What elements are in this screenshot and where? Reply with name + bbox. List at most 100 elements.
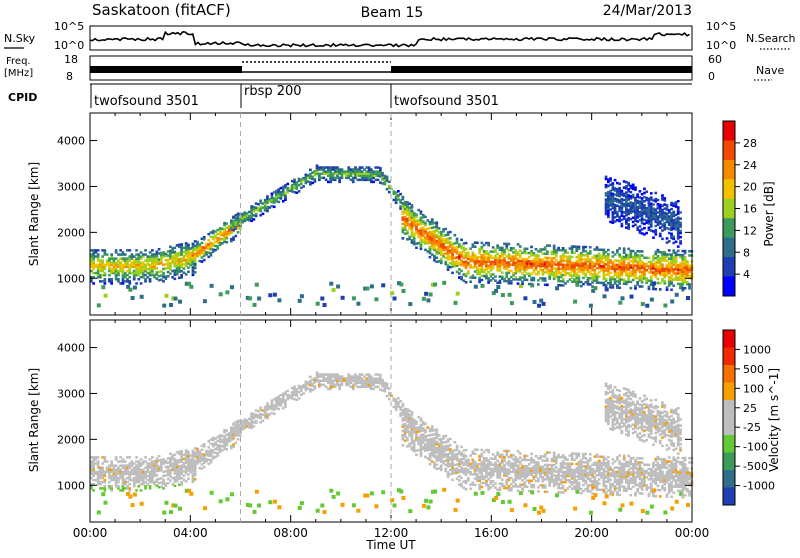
velocity-cell: [494, 496, 498, 500]
velocity-cell: [359, 373, 362, 376]
velocity-cell: [185, 449, 188, 452]
power-cell: [165, 267, 168, 270]
velocity-cell: [508, 477, 511, 480]
velocity-cell: [514, 456, 517, 459]
power-cell: [420, 227, 423, 230]
velocity-cell: [496, 464, 499, 467]
velocity-cell: [361, 377, 364, 380]
power-cell: [598, 275, 601, 278]
velocity-cell: [237, 423, 240, 426]
velocity-cell: [481, 482, 484, 485]
power-cell: [555, 259, 558, 262]
power-cell: [153, 274, 156, 277]
velocity-cell: [323, 510, 327, 514]
power-cell: [158, 248, 161, 251]
velocity-cell: [185, 480, 188, 483]
power-cell: [663, 197, 666, 200]
power-cell: [630, 201, 633, 204]
velocity-cell: [126, 485, 129, 488]
power-cell: [519, 276, 522, 279]
velocity-cell: [228, 432, 231, 435]
velocity-cell: [221, 439, 224, 442]
power-cell: [621, 198, 624, 201]
power-cell: [460, 276, 463, 279]
power-cell: [149, 255, 152, 257]
power-cell: [503, 249, 506, 252]
power-cell: [632, 279, 635, 282]
power-cell: [126, 249, 129, 252]
velocity-cell: [492, 480, 495, 483]
power-cell: [508, 243, 511, 246]
velocity-cell: [101, 466, 104, 469]
velocity-cell: [201, 453, 204, 456]
power-cell: [429, 293, 433, 297]
power-cell: [255, 202, 258, 205]
velocity-cell: [255, 420, 258, 423]
velocity-cell: [481, 453, 484, 456]
velocity-cell: [415, 454, 418, 457]
power-cell: [408, 236, 411, 239]
power-cell: [542, 248, 545, 251]
power-cell: [135, 282, 138, 285]
velocity-cell: [397, 401, 400, 404]
velocity-cell: [117, 485, 120, 488]
power-cell: [544, 277, 547, 280]
power-cell: [503, 278, 506, 281]
power-cell: [374, 179, 377, 182]
velocity-cell: [97, 510, 101, 514]
power-cell: [456, 246, 459, 249]
velocity-cell: [435, 468, 438, 471]
power-cell: [523, 248, 526, 251]
power-cell: [460, 270, 463, 273]
power-cell: [618, 253, 621, 256]
power-cell: [444, 261, 447, 264]
power-cell: [397, 194, 400, 197]
freq-label-line2: [MHz]: [4, 68, 33, 79]
velocity-cell: [268, 413, 271, 416]
velocity-cell: [429, 500, 433, 504]
power-cell: [630, 264, 633, 267]
velocity-cell: [442, 488, 446, 492]
power-cell: [178, 277, 181, 280]
velocity-cell: [207, 446, 210, 449]
velocity-cell: [180, 465, 183, 468]
power-cell: [652, 263, 655, 266]
velocity-cell: [429, 434, 432, 437]
velocity-cell: [194, 460, 197, 463]
power-cell: [444, 228, 447, 231]
velocity-cell: [189, 492, 193, 496]
velocity-cell: [133, 493, 137, 497]
velocity-cell: [212, 437, 215, 440]
power-cell: [402, 223, 405, 226]
velocity-cell: [514, 469, 517, 472]
power-cell: [440, 258, 443, 261]
power-cell: [533, 252, 536, 255]
power-cell: [632, 225, 635, 228]
velocity-cell: [169, 510, 173, 514]
velocity-cell: [165, 470, 168, 473]
power-cell: [641, 197, 644, 200]
power-cell: [131, 253, 134, 256]
velocity-cell: [510, 471, 513, 474]
velocity-cell: [449, 438, 452, 441]
power-cell: [142, 262, 145, 265]
power-cell: [630, 260, 633, 263]
velocity-cell: [277, 408, 280, 411]
velocity-cell: [510, 487, 513, 490]
velocity-cell: [481, 461, 484, 464]
velocity-cell: [429, 438, 432, 441]
power-cell: [467, 270, 470, 273]
power-cell: [128, 288, 132, 292]
power-cell: [393, 199, 396, 202]
velocity-cell: [460, 483, 463, 486]
velocity-cell: [343, 377, 346, 380]
power-cell: [636, 206, 639, 209]
velocity-cell: [149, 485, 152, 488]
power-cell: [268, 198, 271, 201]
velocity-cell: [496, 492, 500, 496]
power-cell: [621, 190, 624, 193]
power-cell: [598, 282, 601, 285]
power-cell: [99, 274, 102, 277]
velocity-cell: [106, 466, 109, 469]
power-cell: [255, 213, 258, 216]
